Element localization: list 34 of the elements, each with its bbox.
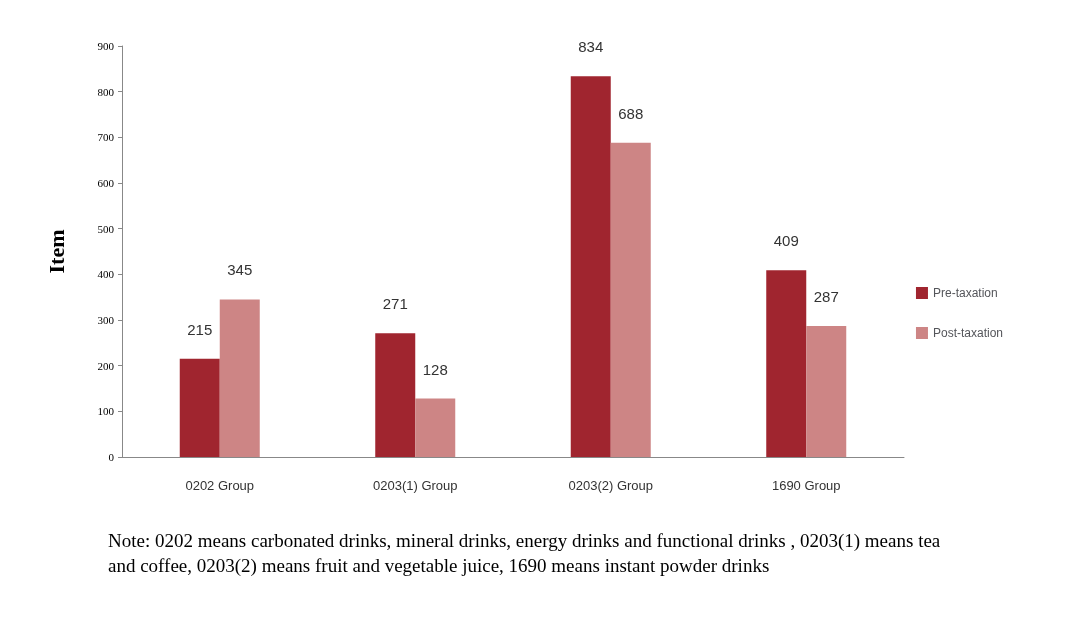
x-tick-label: 0202 Group — [185, 478, 255, 493]
data-label: 287 — [813, 287, 839, 305]
y-tick-label: 300 — [97, 314, 115, 326]
x-tick-label: 0203(2) Group — [568, 478, 654, 493]
data-label: 834 — [578, 38, 604, 56]
bar — [570, 76, 611, 457]
bar — [610, 142, 651, 457]
data-label: 128 — [422, 360, 448, 378]
bar — [179, 358, 220, 457]
y-tick-label: 800 — [97, 85, 115, 98]
legend-label: Post-taxation — [932, 326, 1004, 340]
bar — [219, 299, 260, 457]
y-tick-label: 600 — [97, 177, 115, 189]
bar — [415, 398, 456, 457]
data-label: 409 — [773, 232, 799, 250]
data-label: 271 — [382, 295, 408, 313]
data-label: 215 — [187, 320, 213, 338]
y-tick-label: 900 — [97, 40, 115, 52]
y-tick-label: 0 — [108, 451, 115, 463]
y-tick-label: 400 — [97, 268, 115, 281]
y-axis-title: Item — [43, 229, 69, 274]
data-label: 688 — [618, 104, 644, 122]
y-tick-label: 700 — [97, 131, 115, 144]
bar — [375, 333, 416, 457]
y-tick-label: 200 — [97, 359, 115, 372]
legend-label: Pre-taxation — [932, 286, 998, 300]
x-tick-label: 1690 Group — [771, 478, 841, 493]
bar — [766, 270, 807, 457]
y-tick-label: 500 — [97, 222, 115, 235]
data-label: 345 — [227, 261, 253, 279]
text: Note: 0202 means carbonated drinks, mineral drinks, energy drinks and functional drinks , 0203(1) means tea and coffee, 0203(2) means fruit and vegetable juice, 1690 means instant powder drinks — [108, 530, 946, 577]
x-tick-label: 0203(1) Group — [372, 478, 458, 493]
bar — [806, 325, 847, 457]
y-tick-label: 100 — [97, 405, 115, 418]
